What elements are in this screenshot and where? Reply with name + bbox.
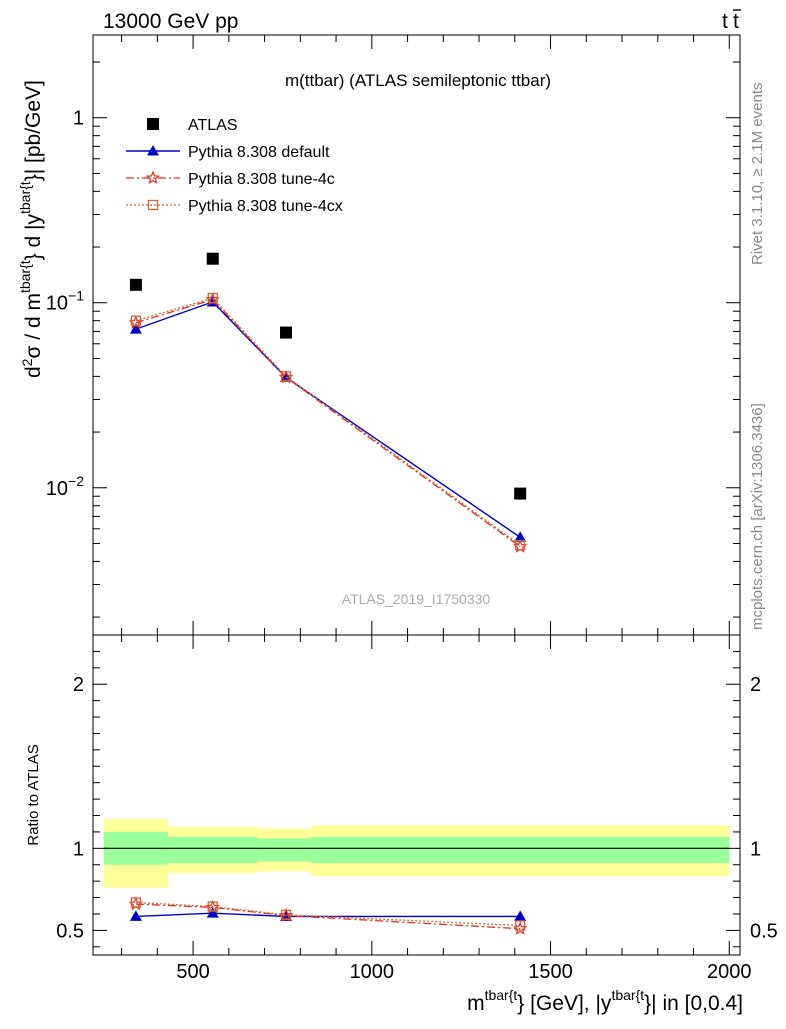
main-ticks: 1 10−1 10−2 — [46, 35, 740, 635]
main-series-default — [129, 295, 527, 542]
ratio-point-tune4cx — [130, 897, 142, 908]
main-title: m(ttbar) (ATLAS semileptonic ttbar) — [285, 71, 551, 90]
ratio-point-default — [129, 910, 142, 921]
main-point-atlas — [129, 278, 142, 291]
main-series-atlas — [129, 252, 527, 500]
ratio-ytick-label-right: 0.5 — [750, 920, 778, 942]
legend-label-default: Pythia 8.308 default — [188, 144, 330, 161]
main-point-default — [514, 531, 527, 542]
ratio-point-tune4cx — [280, 909, 292, 920]
ratio-band-inner — [311, 836, 730, 864]
legend: ATLAS Pythia 8.308 default Pythia 8.308 tu… — [126, 117, 343, 215]
ratio-line-default — [135, 912, 521, 918]
process-label-tbar: t — [733, 10, 739, 33]
legend-label-tune4c: Pythia 8.308 tune-4c — [188, 171, 335, 188]
legend-label-tune4cx: Pythia 8.308 tune-4cx — [188, 198, 343, 215]
ratio-series — [128, 896, 528, 935]
legend-marker-default — [147, 145, 159, 156]
ratio-ytick-label-left: 2 — [73, 674, 84, 696]
energy-label: 13000 GeV pp — [103, 10, 238, 33]
rivet-label: Rivet 3.1.10, ≥ 2.1M events — [749, 83, 766, 266]
main-ytick-label: 10−1 — [46, 288, 84, 315]
ratio-point-tune4cx — [515, 920, 526, 931]
legend-item-tune4c: Pythia 8.308 tune-4c — [126, 170, 335, 188]
main-line-default — [135, 301, 521, 538]
ratio-xlabel: mtbar{t} [GeV], |ytbar{t}| in [0,0.4] — [467, 987, 743, 1015]
main-point-tune4cx — [207, 292, 218, 304]
main-point-atlas — [280, 326, 293, 339]
legend-label-atlas: ATLAS — [188, 117, 238, 134]
mcplots-label: mcplots.cern.ch [arXiv:1306.3436] — [749, 403, 766, 630]
ratio-frame — [92, 634, 741, 956]
main-point-tune4cx — [130, 315, 142, 326]
main-point-atlas — [514, 487, 527, 500]
ratio-xtick-label: 2000 — [707, 961, 752, 983]
ratio-series-default — [129, 907, 527, 921]
ratio-ytick-label-right: 1 — [750, 838, 761, 860]
analysis-watermark: ATLAS_2019_I1750330 — [342, 591, 491, 607]
ratio-line-tune4c — [135, 903, 521, 930]
ratio-xtick-label: 1000 — [350, 961, 395, 983]
main-point-default — [129, 323, 142, 334]
ratio-ylabel: Ratio to ATLAS — [25, 744, 42, 845]
ratio-band-inner — [168, 836, 258, 864]
main-series-tune4c — [128, 291, 528, 553]
ratio-point-default — [514, 910, 527, 921]
ratio-line-tune4cx — [135, 901, 521, 927]
main-ylabel: d2σ / d mtbar{t} d |ytbar{t}| [pb/GeV] — [17, 80, 45, 378]
ratio-ytick-label-right: 2 — [750, 674, 761, 696]
main-series — [128, 252, 528, 553]
ratio-xtick-label: 500 — [176, 961, 209, 983]
ratio-band-inner — [257, 838, 312, 862]
main-ytick-label: 1 — [73, 108, 84, 130]
main-ytick-label: 10−2 — [46, 473, 84, 500]
ratio-bands — [103, 818, 730, 888]
ratio-panel: 0.5 0.5 1 1 2 2 500 1000 1500 2000 Ratio to ATLAS… — [25, 634, 778, 1015]
legend-marker-tune4c — [145, 170, 161, 185]
main-panel: 1 10−1 10−2 m(ttbar) (ATLAS semileptonic t… — [17, 34, 741, 636]
main-series-tune4cx — [130, 292, 526, 551]
ratio-ytick-label-left: 0.5 — [56, 920, 84, 942]
legend-item-atlas: ATLAS — [147, 117, 238, 134]
main-point-tune4cx — [515, 539, 526, 551]
main-point-tune4cx — [280, 371, 292, 382]
ratio-ytick-label-left: 1 — [73, 838, 84, 860]
ratio-point-default — [206, 907, 219, 918]
legend-item-tune4cx: Pythia 8.308 tune-4cx — [126, 198, 343, 215]
process-label: t t — [722, 9, 741, 33]
main-point-atlas — [206, 252, 219, 265]
ratio-point-tune4cx — [207, 901, 218, 912]
ratio-ticks: 0.5 0.5 1 1 2 2 500 1000 1500 2000 — [56, 635, 778, 983]
main-line-tune4c — [135, 298, 521, 548]
ratio-xtick-label: 1500 — [528, 961, 573, 983]
legend-marker-tune4cx — [147, 199, 159, 211]
process-label-t: t — [722, 10, 728, 33]
ratio-series-tune4cx — [130, 897, 526, 931]
legend-marker-atlas — [147, 118, 159, 130]
legend-item-default: Pythia 8.308 default — [126, 144, 330, 161]
main-line-tune4cx — [135, 297, 521, 546]
